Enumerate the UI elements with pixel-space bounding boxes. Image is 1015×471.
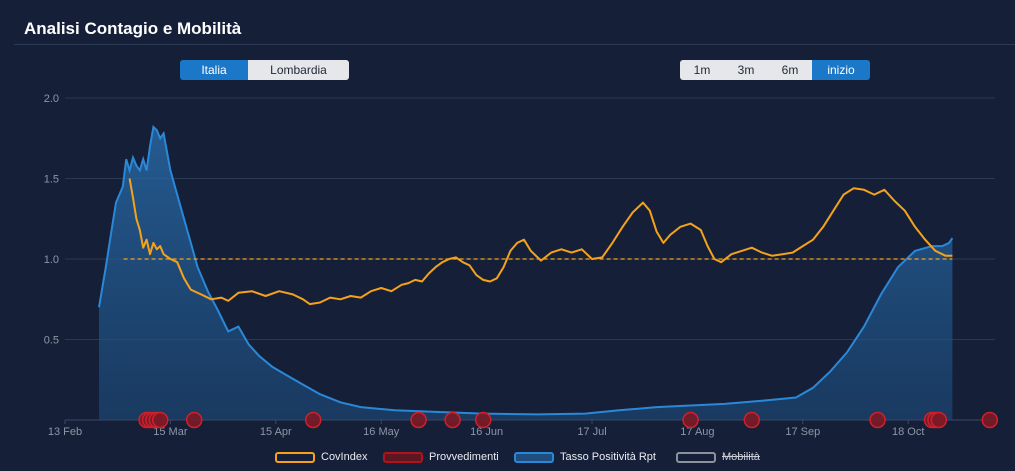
page-title: Analisi Contagio e Mobilità	[24, 19, 242, 38]
x-tick-label: 15 Apr	[260, 426, 292, 438]
legend-item-provvedimenti[interactable]: Provvedimenti	[383, 451, 499, 463]
x-tick-label: 17 Aug	[680, 426, 714, 438]
positivity-area	[99, 127, 953, 420]
legend-item-mobilita[interactable]: Mobilità	[676, 451, 760, 463]
positivity-line	[98, 125, 954, 416]
provvedimento-marker	[474, 411, 492, 429]
provvedimento-marker	[410, 411, 427, 429]
covindex-line	[128, 178, 953, 306]
provvedimento-marker	[981, 411, 999, 429]
y-tick-label: 0.5	[44, 335, 59, 347]
legend-label-covindex: CovIndex	[321, 451, 368, 463]
x-tick-label: 18 Oct	[892, 426, 924, 438]
range-6m-button[interactable]: 6m	[768, 60, 812, 80]
provvedimenti-swatch	[383, 451, 423, 463]
provvedimento-marker	[444, 411, 461, 429]
provvedimento-marker	[682, 411, 699, 429]
provvedimento-marker	[930, 411, 948, 429]
title-divider	[14, 44, 1015, 45]
provvedimento-marker	[304, 411, 322, 429]
legend-label-positivita: Tasso Positività Rpt	[560, 451, 656, 463]
x-tick-label: 15 Mar	[153, 426, 188, 438]
provvedimento-marker	[185, 411, 203, 429]
covindex-swatch	[275, 451, 315, 463]
y-tick-label: 2.0	[44, 93, 59, 105]
legend-item-covindex[interactable]: CovIndex	[275, 451, 367, 463]
region-lombardia-button[interactable]: Lombardia	[248, 60, 349, 80]
region-italia-button[interactable]: Italia	[180, 60, 248, 80]
x-tick-label: 13 Feb	[48, 426, 82, 438]
y-tick-label: 1.0	[44, 254, 59, 266]
provvedimento-marker	[869, 411, 886, 429]
positivita-swatch	[514, 451, 554, 463]
x-tick-label: 17 Jul	[577, 426, 606, 438]
x-tick-label: 17 Sep	[785, 426, 820, 438]
range-inizio-button[interactable]: inizio	[812, 60, 870, 80]
range-1m-button[interactable]: 1m	[680, 60, 724, 80]
legend-label-mobilita: Mobilità	[722, 451, 760, 463]
region-toggle: Italia Lombardia	[180, 60, 349, 80]
provvedimento-marker	[151, 411, 169, 429]
provvedimento-marker	[743, 411, 761, 429]
legend-item-positivita[interactable]: Tasso Positività Rpt	[514, 451, 656, 463]
x-tick-label: 16 Jun	[470, 426, 503, 438]
y-tick-label: 1.5	[44, 174, 59, 186]
range-3m-button[interactable]: 3m	[724, 60, 768, 80]
mobilita-swatch	[676, 451, 716, 463]
legend-label-provvedimenti: Provvedimenti	[429, 451, 499, 463]
range-toggle: 1m 3m 6m inizio	[680, 60, 870, 80]
x-tick-label: 16 May	[363, 426, 400, 438]
legend: CovIndex Provvedimenti Tasso Positività …	[0, 451, 1015, 469]
